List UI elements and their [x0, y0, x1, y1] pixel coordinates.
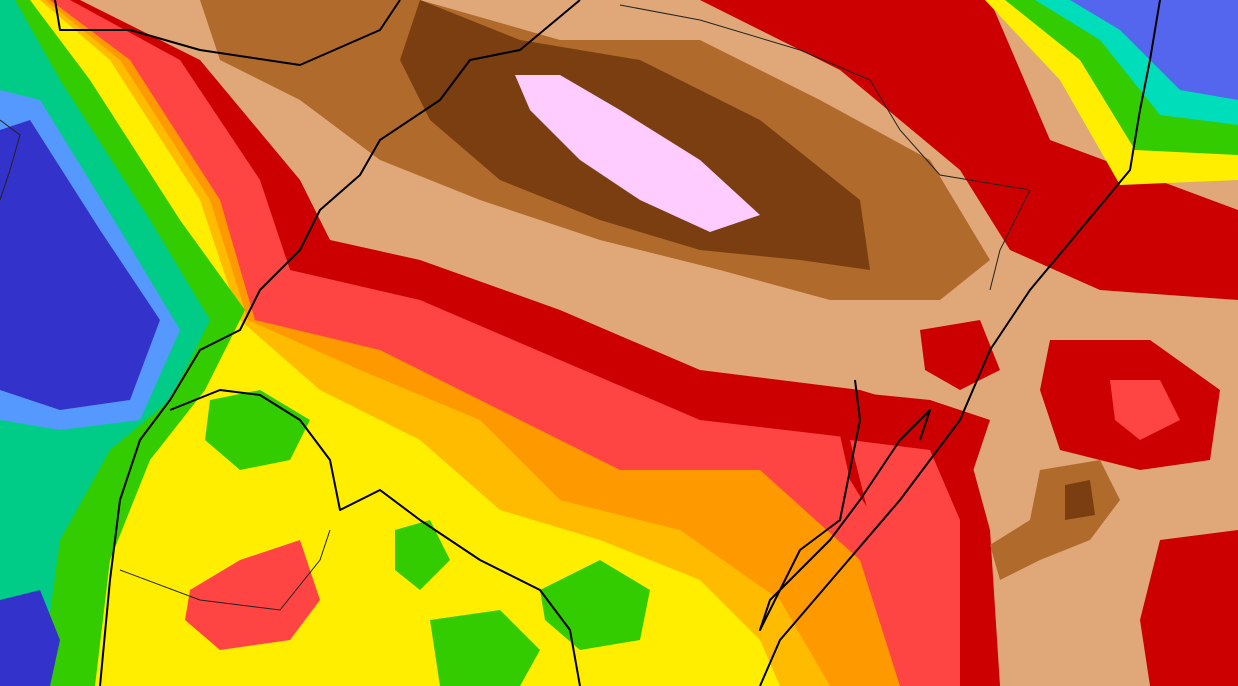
border: [99, 0, 581, 686]
red-blob-sw: [185, 540, 320, 650]
lagoon: [759, 379, 931, 631]
red-east-1: [1110, 380, 1180, 440]
blue-zone: [0, 120, 160, 410]
ne-blue: [1070, 0, 1238, 100]
borders: [0, 0, 1161, 686]
dark-brown-east: [1065, 480, 1095, 520]
border: [169, 389, 581, 686]
state-line: [619, 4, 1031, 291]
pink-zone: [515, 75, 760, 232]
blue-zone-sw: [0, 590, 60, 686]
yellow-band: [0, 0, 780, 686]
dark-red-east-2: [1140, 530, 1238, 686]
state-line: [119, 529, 331, 611]
red-coast: [850, 440, 960, 686]
state-line: [0, 119, 21, 201]
coast: [759, 0, 1161, 686]
green-blob-1: [395, 520, 450, 590]
dark-red-top: [700, 0, 1238, 300]
border: [54, 0, 401, 66]
green-blob-4: [430, 610, 540, 686]
